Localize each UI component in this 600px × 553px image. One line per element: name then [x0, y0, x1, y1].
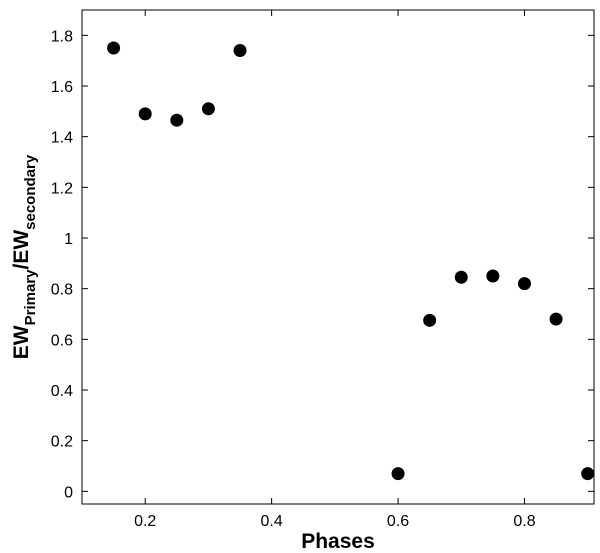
- data-point: [454, 270, 468, 284]
- y-tick-label: 1.2: [51, 180, 73, 197]
- data-point: [581, 467, 595, 481]
- y-tick-label: 0.6: [51, 332, 73, 349]
- data-point: [391, 467, 405, 481]
- data-points: [107, 41, 595, 481]
- data-point: [486, 269, 500, 283]
- data-point: [107, 41, 121, 55]
- y-axis-ticks: 0 0.2 0.4 0.6 0.8 1 1.2 1.4 1.6 1.8: [51, 28, 594, 501]
- data-point: [170, 113, 184, 127]
- data-point: [517, 277, 531, 291]
- x-axis-title: Phases: [301, 530, 375, 553]
- x-tick-label: 0.2: [134, 513, 156, 530]
- y-tick-label: 0.4: [51, 383, 73, 400]
- y-title-ew-1: EW: [10, 325, 33, 359]
- y-tick-label: 1.6: [51, 79, 73, 96]
- y-tick-label: 1: [64, 231, 73, 248]
- y-tick-label: 0.8: [51, 282, 73, 299]
- y-axis-title: EWPrimary/EWsecondary: [10, 154, 39, 359]
- y-tick-label: 0.2: [51, 434, 73, 451]
- x-tick-label: 0.6: [387, 513, 409, 530]
- data-point: [423, 313, 437, 327]
- data-point: [138, 107, 152, 121]
- y-title-separator: /EW: [10, 230, 33, 270]
- x-tick-label: 0.8: [513, 513, 535, 530]
- x-axis-ticks: 0.2 0.4 0.6 0.8: [134, 10, 536, 530]
- data-point: [233, 44, 247, 58]
- data-point: [201, 102, 215, 116]
- y-tick-label: 1.4: [51, 130, 73, 147]
- y-tick-label: 1.8: [51, 28, 73, 45]
- y-title-sub-primary: Primary: [22, 269, 39, 326]
- data-point: [549, 312, 563, 326]
- y-tick-label: 0: [64, 484, 73, 501]
- y-title-sub-secondary: secondary: [22, 154, 39, 230]
- x-tick-label: 0.4: [261, 513, 283, 530]
- plot-frame: [81, 9, 595, 505]
